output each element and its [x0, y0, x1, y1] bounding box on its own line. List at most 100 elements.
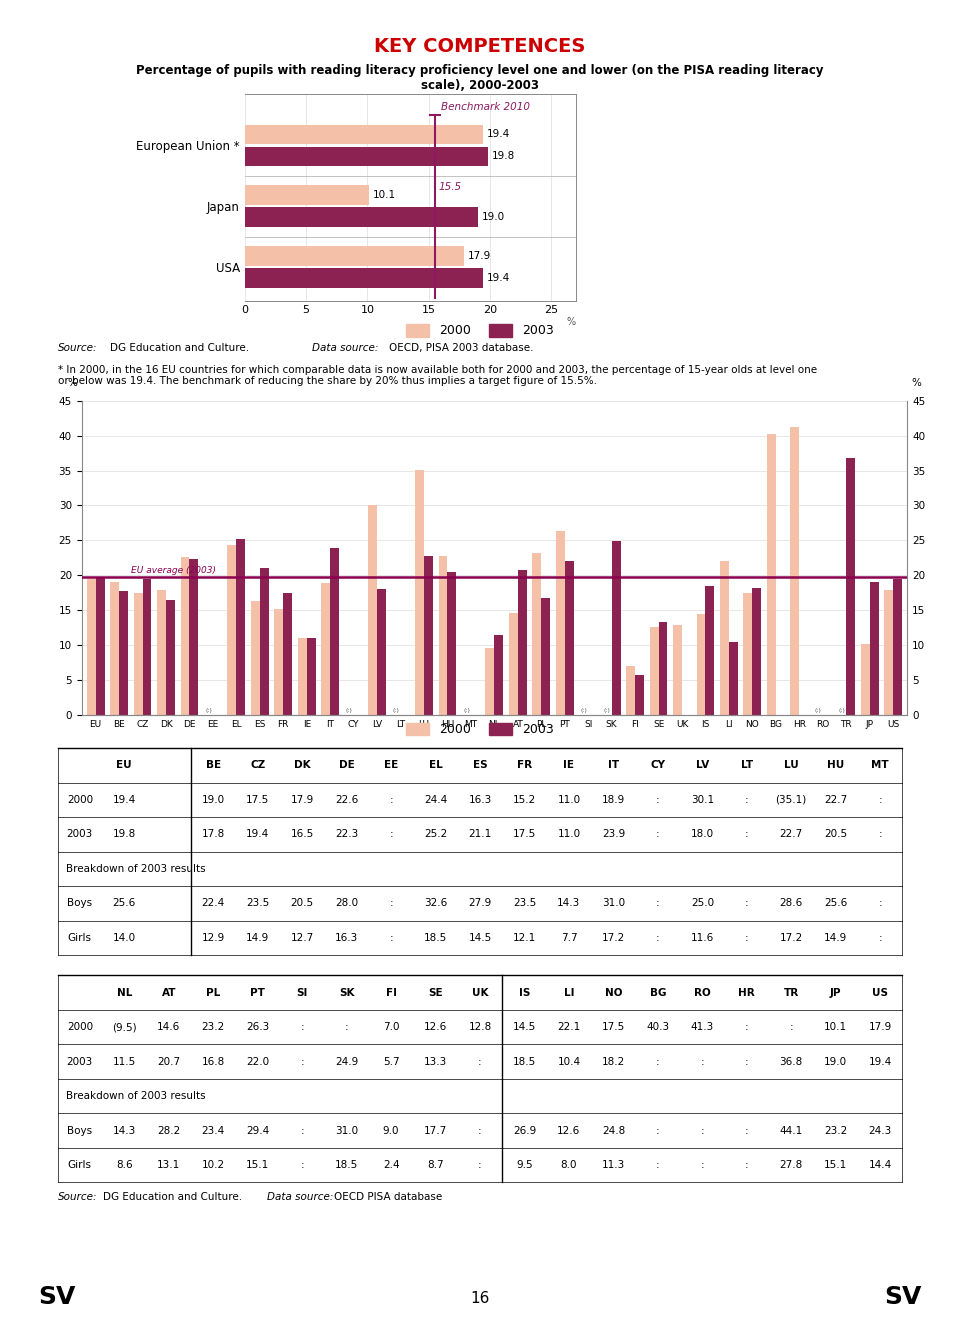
- Text: 23.2: 23.2: [824, 1126, 848, 1136]
- Bar: [533, 553, 541, 715]
- Text: 16.3: 16.3: [468, 795, 492, 804]
- Text: :: :: [345, 1022, 348, 1031]
- Text: 10.1: 10.1: [824, 1022, 848, 1031]
- Text: AT: AT: [161, 987, 176, 998]
- Bar: [447, 572, 456, 715]
- Text: IE: IE: [564, 760, 574, 771]
- Bar: [893, 580, 902, 715]
- Text: 19.4: 19.4: [246, 830, 270, 839]
- Text: 22.3: 22.3: [335, 830, 358, 839]
- Text: :: :: [300, 1022, 304, 1031]
- Text: 23.4: 23.4: [202, 1126, 225, 1136]
- Text: :: :: [878, 830, 882, 839]
- Text: 17.2: 17.2: [602, 933, 625, 943]
- Text: 15.5: 15.5: [439, 182, 462, 192]
- Text: 19.0: 19.0: [824, 1057, 848, 1066]
- Text: 14.6: 14.6: [157, 1022, 180, 1031]
- Bar: [673, 625, 682, 715]
- Bar: [494, 635, 503, 715]
- Text: 19.8: 19.8: [492, 151, 515, 162]
- Text: 22.6: 22.6: [335, 795, 358, 804]
- Bar: [377, 589, 386, 715]
- Text: Boys: Boys: [67, 899, 92, 908]
- Text: 25.6: 25.6: [824, 899, 848, 908]
- Text: 18.0: 18.0: [691, 830, 714, 839]
- Text: 25.0: 25.0: [691, 899, 714, 908]
- Text: 44.1: 44.1: [780, 1126, 803, 1136]
- Bar: [166, 600, 175, 715]
- Text: EE: EE: [384, 760, 398, 771]
- Text: 19.4: 19.4: [487, 130, 510, 139]
- Text: :: :: [389, 795, 393, 804]
- Text: 15.1: 15.1: [824, 1160, 848, 1170]
- Text: 32.6: 32.6: [424, 899, 447, 908]
- Text: :: :: [478, 1057, 482, 1066]
- Text: :: :: [745, 1022, 749, 1031]
- Text: SV: SV: [884, 1285, 922, 1309]
- Text: 17.2: 17.2: [780, 933, 803, 943]
- Text: 27.9: 27.9: [468, 899, 492, 908]
- Text: EU: EU: [116, 760, 132, 771]
- Text: OECD PISA database: OECD PISA database: [334, 1192, 443, 1201]
- Text: 12.8: 12.8: [468, 1022, 492, 1031]
- Text: 14.3: 14.3: [558, 899, 581, 908]
- Text: %: %: [67, 378, 78, 389]
- Bar: [283, 593, 292, 715]
- Text: 17.9: 17.9: [291, 795, 314, 804]
- Text: 12.9: 12.9: [202, 933, 225, 943]
- Bar: [650, 627, 659, 715]
- Text: 17.5: 17.5: [246, 795, 270, 804]
- Bar: [245, 124, 483, 144]
- Text: 11.3: 11.3: [602, 1160, 625, 1170]
- Text: DK: DK: [294, 760, 310, 771]
- Text: DG Education and Culture.: DG Education and Culture.: [103, 1192, 242, 1201]
- Text: 18.5: 18.5: [335, 1160, 358, 1170]
- Text: (:): (:): [346, 708, 352, 712]
- Text: :: :: [389, 830, 393, 839]
- Text: 2003: 2003: [66, 830, 93, 839]
- Text: TR: TR: [783, 987, 799, 998]
- Text: 24.4: 24.4: [424, 795, 447, 804]
- Text: JP: JP: [830, 987, 842, 998]
- Text: (35.1): (35.1): [776, 795, 806, 804]
- Text: 5.7: 5.7: [383, 1057, 399, 1066]
- Text: 18.9: 18.9: [602, 795, 625, 804]
- Text: (:): (:): [581, 708, 588, 712]
- Text: 2000: 2000: [67, 1022, 93, 1031]
- Bar: [330, 548, 339, 715]
- Text: 18.2: 18.2: [602, 1057, 625, 1066]
- Text: 28.6: 28.6: [780, 899, 803, 908]
- Text: 40.3: 40.3: [646, 1022, 669, 1031]
- Text: :: :: [656, 1057, 660, 1066]
- Text: 23.9: 23.9: [602, 830, 625, 839]
- Text: LI: LI: [564, 987, 574, 998]
- Text: :: :: [389, 899, 393, 908]
- Text: 19.4: 19.4: [869, 1057, 892, 1066]
- Text: :: :: [478, 1126, 482, 1136]
- Text: 24.3: 24.3: [869, 1126, 892, 1136]
- Text: 22.1: 22.1: [558, 1022, 581, 1031]
- Text: 9.0: 9.0: [383, 1126, 399, 1136]
- Text: 17.8: 17.8: [202, 830, 225, 839]
- Text: 22.0: 22.0: [246, 1057, 269, 1066]
- Text: 10.4: 10.4: [558, 1057, 581, 1066]
- Text: (:): (:): [815, 708, 822, 712]
- Text: 28.0: 28.0: [335, 899, 358, 908]
- Bar: [245, 269, 483, 287]
- Bar: [846, 458, 855, 715]
- Text: 2.4: 2.4: [383, 1160, 399, 1170]
- Text: PT: PT: [251, 987, 265, 998]
- Text: (:): (:): [604, 708, 611, 712]
- Text: 27.8: 27.8: [780, 1160, 803, 1170]
- Text: 22.7: 22.7: [824, 795, 848, 804]
- Bar: [245, 207, 478, 227]
- Text: 36.8: 36.8: [780, 1057, 803, 1066]
- Text: 10.1: 10.1: [372, 190, 396, 200]
- Text: :: :: [478, 1160, 482, 1170]
- Text: Data source:: Data source:: [312, 343, 378, 353]
- Bar: [180, 557, 189, 715]
- Bar: [509, 613, 517, 715]
- Text: 18.5: 18.5: [513, 1057, 536, 1066]
- Text: 23.5: 23.5: [246, 899, 270, 908]
- Bar: [96, 577, 105, 715]
